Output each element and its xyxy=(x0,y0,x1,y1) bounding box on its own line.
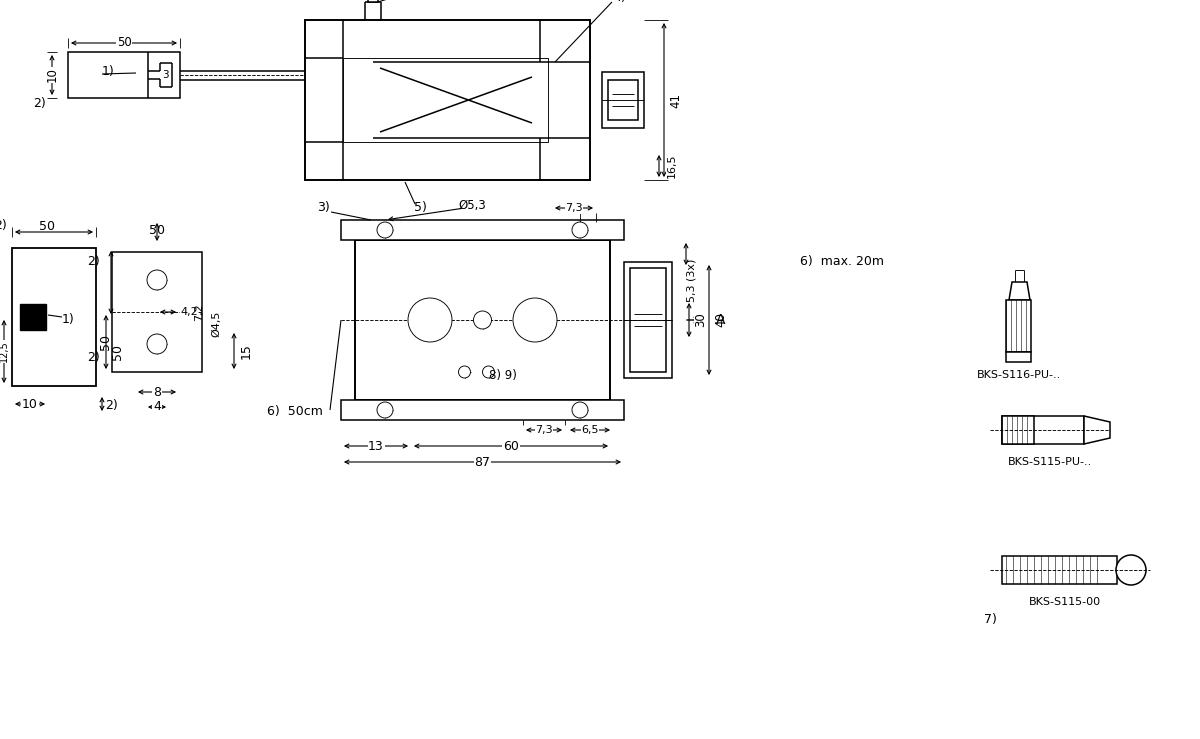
Bar xyxy=(630,268,666,372)
Bar xyxy=(608,80,638,120)
Circle shape xyxy=(377,222,394,238)
Text: 2): 2) xyxy=(88,350,101,364)
Text: 50: 50 xyxy=(38,219,55,233)
Text: 6)  50cm: 6) 50cm xyxy=(268,406,323,418)
Bar xyxy=(343,58,548,142)
Text: A: A xyxy=(716,313,726,327)
Bar xyxy=(341,220,624,240)
Text: 30: 30 xyxy=(695,313,708,327)
Text: 16,5: 16,5 xyxy=(667,154,677,178)
Text: BKS-S115-00: BKS-S115-00 xyxy=(1028,597,1102,607)
Text: 4: 4 xyxy=(154,401,161,414)
Text: 50: 50 xyxy=(149,223,166,236)
Text: 1): 1) xyxy=(102,66,114,78)
Circle shape xyxy=(458,366,470,378)
Text: Ø4,5: Ø4,5 xyxy=(211,311,221,337)
Text: 2): 2) xyxy=(34,97,47,109)
Circle shape xyxy=(474,311,492,329)
Bar xyxy=(68,52,180,98)
Text: 2): 2) xyxy=(88,256,101,268)
Text: 50: 50 xyxy=(112,344,125,359)
Text: BKS-S115-PU-..: BKS-S115-PU-.. xyxy=(1008,457,1092,467)
Text: 60: 60 xyxy=(503,440,518,452)
Text: 6,5: 6,5 xyxy=(581,425,599,435)
Text: 7,3: 7,3 xyxy=(565,203,583,213)
Text: 50: 50 xyxy=(116,36,131,50)
Bar xyxy=(341,400,624,420)
Bar xyxy=(624,262,672,378)
Text: BKS-S116-PU-..: BKS-S116-PU-.. xyxy=(977,370,1061,380)
Text: 6)  max. 20m: 6) max. 20m xyxy=(800,256,884,268)
Circle shape xyxy=(408,298,452,342)
Text: 13: 13 xyxy=(368,440,384,452)
Bar xyxy=(1002,556,1117,584)
Text: 10: 10 xyxy=(46,67,59,83)
Text: 41: 41 xyxy=(670,92,683,107)
Circle shape xyxy=(377,402,394,418)
Text: 50: 50 xyxy=(100,334,113,350)
Text: 12,5: 12,5 xyxy=(0,341,10,362)
Bar xyxy=(112,252,202,372)
Text: 2): 2) xyxy=(0,219,7,233)
Text: 7): 7) xyxy=(984,613,996,627)
Text: 8: 8 xyxy=(154,386,161,398)
Text: 3): 3) xyxy=(317,202,329,214)
Text: Ø5,3: Ø5,3 xyxy=(458,199,486,211)
Bar xyxy=(20,304,46,330)
Text: 15: 15 xyxy=(240,343,252,359)
Circle shape xyxy=(482,366,494,378)
Circle shape xyxy=(572,402,588,418)
Text: 4): 4) xyxy=(613,0,626,4)
Bar xyxy=(1006,300,1031,352)
Text: 8) 9): 8) 9) xyxy=(490,369,517,381)
Bar xyxy=(368,0,378,2)
Bar xyxy=(305,20,590,180)
Text: 40: 40 xyxy=(714,313,727,327)
Circle shape xyxy=(514,298,557,342)
Bar xyxy=(1002,416,1084,444)
Text: 2): 2) xyxy=(104,400,118,412)
Text: 87: 87 xyxy=(474,455,491,469)
Text: 5): 5) xyxy=(414,202,426,214)
Text: 5,3 (3x): 5,3 (3x) xyxy=(686,259,697,302)
Circle shape xyxy=(1116,555,1146,585)
Polygon shape xyxy=(1084,416,1110,444)
Bar xyxy=(355,240,610,400)
Text: 7,3: 7,3 xyxy=(535,425,553,435)
Bar xyxy=(1006,352,1031,362)
Circle shape xyxy=(572,222,588,238)
Bar xyxy=(1002,416,1034,444)
Circle shape xyxy=(148,334,167,354)
Text: 3: 3 xyxy=(162,70,168,80)
Text: 1): 1) xyxy=(61,313,74,325)
Circle shape xyxy=(148,270,167,290)
Text: 10: 10 xyxy=(22,398,38,410)
Bar xyxy=(12,248,96,386)
Polygon shape xyxy=(1009,282,1030,300)
Text: 7,2: 7,2 xyxy=(194,303,204,321)
Bar xyxy=(602,72,644,128)
Text: 4,2: 4,2 xyxy=(180,307,198,317)
